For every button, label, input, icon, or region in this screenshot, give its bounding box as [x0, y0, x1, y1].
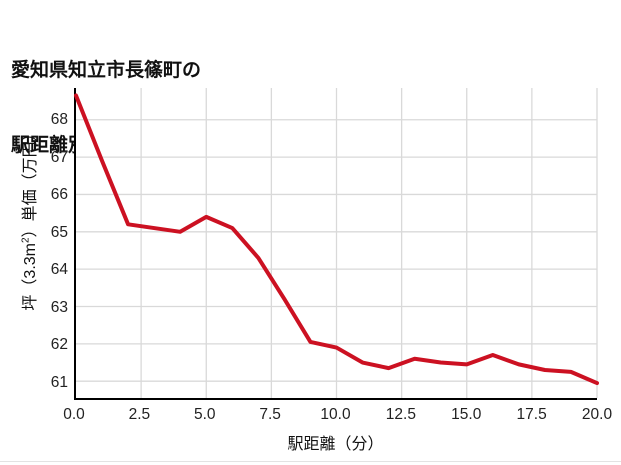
y-tick-label: 64 — [50, 261, 68, 279]
y-tick-label: 66 — [50, 186, 68, 204]
x-tick-label: 7.5 — [259, 406, 281, 423]
figure-bottom-rule — [0, 461, 621, 462]
y-axis-title-superscript: 2 — [20, 237, 32, 243]
y-tick-label: 68 — [50, 110, 68, 128]
x-tick-label: 2.5 — [128, 406, 151, 423]
chart-title-line-1: 愛知県知立市長篠町の — [11, 60, 202, 82]
y-axis-title-prefix: 坪（3.3m — [22, 243, 39, 311]
y-tick-label: 65 — [50, 223, 68, 241]
x-tick-label: 15.0 — [451, 406, 482, 423]
x-tick-label: 10.0 — [320, 406, 351, 423]
y-tick-label: 62 — [50, 336, 68, 354]
x-tick-label: 17.5 — [516, 406, 547, 423]
x-tick-label: 5.0 — [193, 406, 216, 423]
x-axis-title: 駅距離（分） — [287, 436, 384, 453]
series-line-坪単価 — [76, 95, 597, 383]
y-tick-label: 61 — [50, 374, 68, 392]
y-axis-tick-labels: 61 62 63 64 65 66 67 68 — [20, 88, 68, 400]
x-tick-label: 12.5 — [385, 406, 416, 423]
y-tick-label: 67 — [50, 148, 68, 166]
data-series-line — [76, 88, 597, 398]
grid-lines — [76, 88, 597, 398]
y-tick-label: 63 — [50, 298, 68, 316]
y-axis-title-suffix: ）単価（万円） — [22, 125, 39, 238]
x-tick-label: 0.0 — [63, 406, 85, 423]
plot-area — [74, 88, 597, 400]
x-axis-tick-labels: 0.0 2.5 5.0 7.5 10.0 12.5 15.0 17.5 20.0 — [63, 406, 612, 428]
x-tick-label: 20.0 — [581, 406, 613, 423]
y-axis-title: 坪（3.3m2）単価（万円） — [16, 58, 40, 378]
